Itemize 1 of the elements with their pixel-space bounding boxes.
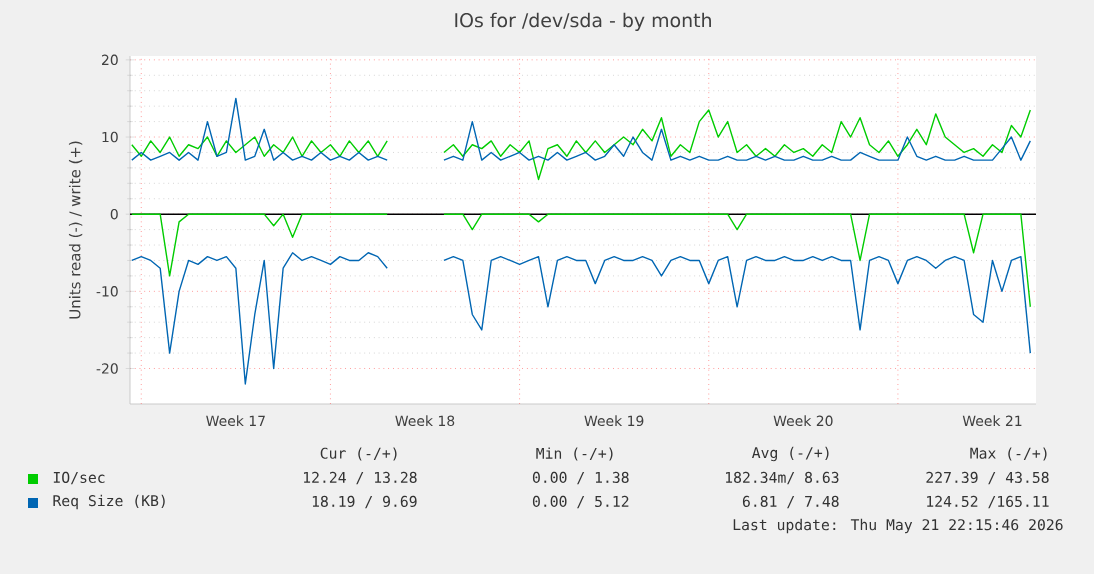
chart-title: IOs for /dev/sda - by month bbox=[455, 12, 711, 31]
